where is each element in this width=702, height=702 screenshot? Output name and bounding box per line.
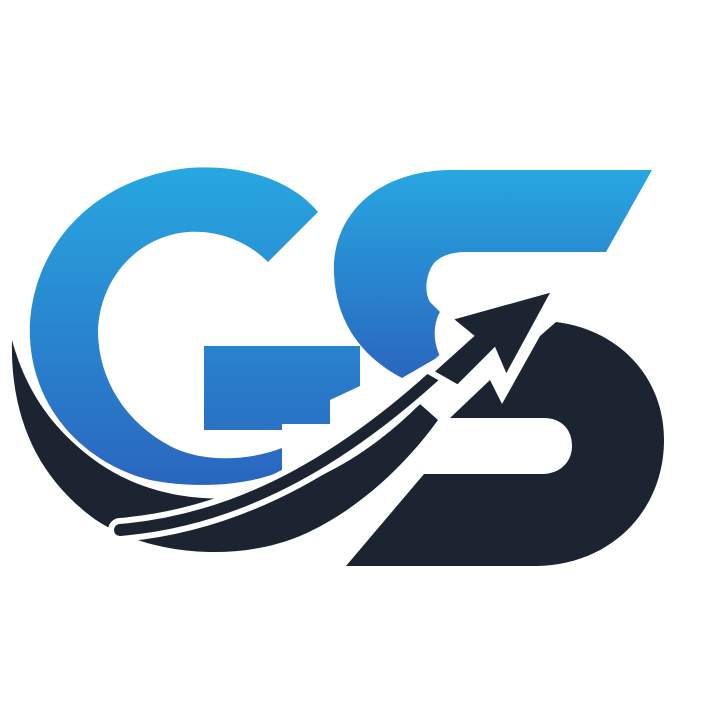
- letter-s-lower: [346, 322, 664, 566]
- letter-s-upper: [333, 170, 652, 378]
- swoosh-curve: [11, 340, 438, 552]
- letter-g: [29, 167, 360, 485]
- arrow-shaft: [114, 340, 472, 536]
- growth-arrow-icon: [424, 283, 563, 392]
